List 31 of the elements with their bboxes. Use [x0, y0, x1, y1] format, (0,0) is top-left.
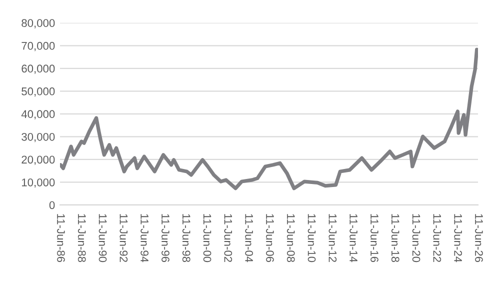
y-tick-label: 40,000 — [21, 110, 55, 120]
y-tick-label: 80,000 — [22, 19, 55, 28]
y-tick-label: 10,000 — [22, 178, 55, 188]
x-tick-label: 11-Jun-86 — [57, 214, 65, 262]
x-tick-label: 11-Jun-22 — [433, 214, 442, 262]
x-tick-label: 11-Jun-90 — [98, 214, 107, 262]
x-tick-label: 11-Jun-18 — [391, 214, 400, 262]
y-tick-label: 70,000 — [22, 42, 55, 52]
x-tick-label: 11-Jun-98 — [182, 214, 190, 262]
x-tick-label: 11-Jun-16 — [370, 214, 378, 262]
line-series — [60, 48, 478, 190]
y-tick-label: 20,000 — [22, 156, 55, 165]
x-tick-label: 11-Jun-04 — [245, 214, 253, 262]
y-tick-label: 50,000 — [22, 87, 55, 97]
x-tick-label: 11-Jun-94 — [140, 214, 148, 262]
x-tick-label: 11-Jun-24 — [454, 214, 462, 262]
y-tick-label: 60,000 — [22, 64, 55, 74]
x-tick-label: 11-Jun-08 — [286, 214, 295, 262]
x-tick-label: 11-Jun-00 — [203, 214, 212, 262]
y-tick-label: 30,000 — [22, 132, 55, 142]
x-tick-label: 11-Jun-20 — [412, 214, 420, 262]
x-tick-label: 11-Jun-06 — [266, 214, 274, 262]
x-tick-label: 11-Jun-92 — [120, 214, 128, 262]
x-tick-label: 11-Jun-10 — [308, 214, 316, 262]
x-tick-label: 11-Jun-96 — [162, 214, 170, 262]
x-tick-label: 11-Jun-02 — [224, 214, 232, 262]
x-tick-label: 11-Jun-14 — [350, 214, 358, 262]
x-tick-label: 11-Jun-26 — [475, 214, 483, 262]
y-tick-label: 0 — [49, 201, 55, 210]
x-tick-label: 11-Jun-12 — [328, 214, 337, 262]
x-tick-label: 11-Jun-88 — [78, 214, 86, 262]
